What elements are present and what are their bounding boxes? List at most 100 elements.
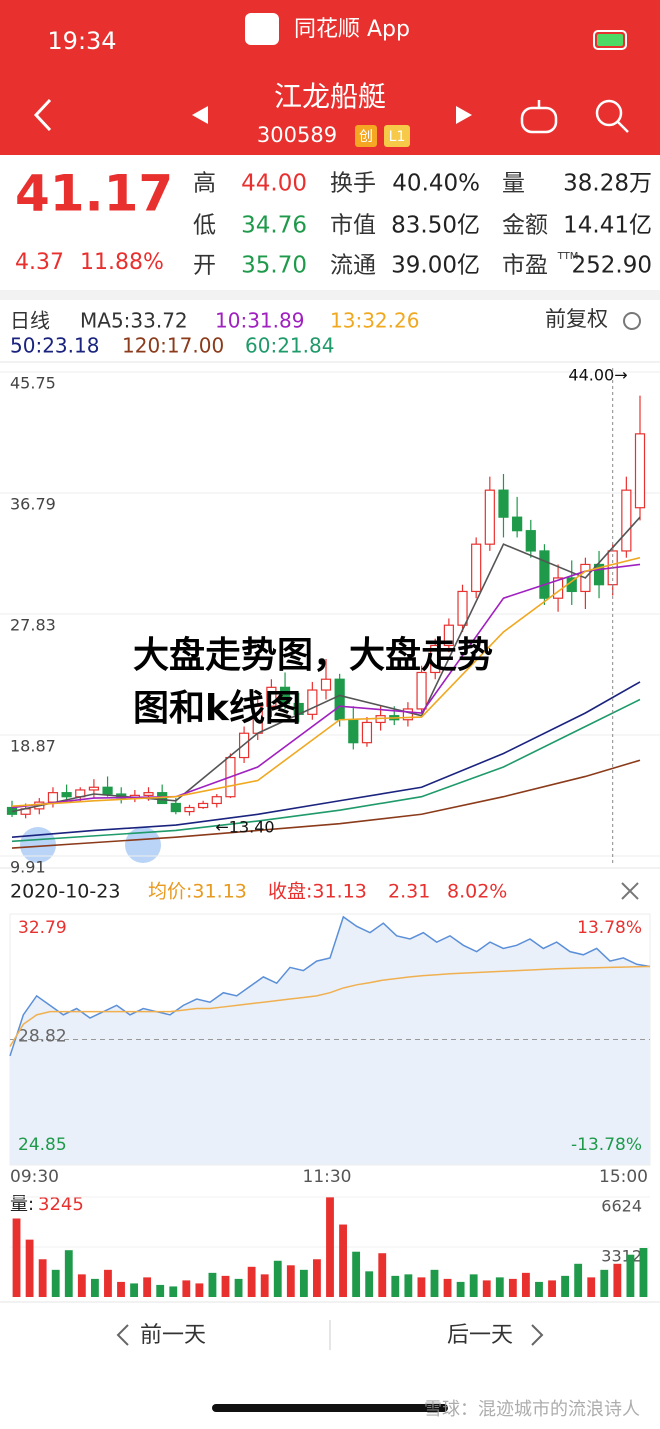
ttm: TTM — [557, 251, 579, 262]
back-button[interactable] — [33, 98, 52, 132]
y-tick-label: 6624 — [601, 1197, 642, 1216]
volume-bar — [456, 1281, 465, 1297]
candle-body — [279, 686, 291, 705]
stock-name: 江龙船艇 — [274, 80, 386, 113]
candle-body — [266, 686, 277, 707]
stat-value: 39.00亿 — [391, 253, 480, 279]
prev-day[interactable]: 前一天 — [140, 1323, 206, 1348]
candle-body — [88, 786, 100, 791]
y-tick-label: 24.85 — [18, 1135, 67, 1155]
period: 日线 — [10, 309, 50, 333]
next-stock[interactable] — [456, 106, 472, 124]
y-tick-label: 3312 — [601, 1247, 642, 1266]
ma-line — [11, 563, 641, 809]
volume-bar — [156, 1284, 165, 1297]
change: 4.37 — [15, 250, 64, 275]
stat-value: 83.50亿 — [391, 213, 480, 239]
settings-icon[interactable] — [623, 312, 641, 330]
volume-bar — [522, 1272, 530, 1297]
price-area — [10, 916, 650, 1165]
stat-label: 量 — [502, 171, 525, 197]
volume-bar — [25, 1239, 34, 1297]
volume-bar — [548, 1280, 556, 1297]
candle-body — [525, 530, 536, 552]
prev-chevron — [116, 1324, 129, 1346]
pct-tick-label: 13.78% — [577, 918, 642, 938]
volume-bar — [208, 1272, 217, 1297]
y-tick-label: 18.87 — [10, 737, 56, 756]
volume-bar — [561, 1275, 570, 1297]
candle-body — [539, 550, 550, 599]
y-tick-label: 9.91 — [10, 858, 46, 877]
candle-body — [634, 433, 646, 509]
candle-body — [430, 644, 441, 674]
volume-bar — [38, 1259, 47, 1297]
volume-bar — [626, 1254, 635, 1297]
candle-body — [143, 792, 154, 796]
home-indicator — [212, 1404, 448, 1412]
next-day[interactable]: 后一天 — [447, 1323, 513, 1348]
stock-code: 300589 — [257, 123, 337, 147]
stat-label: 市值 — [330, 213, 376, 239]
robot-icon[interactable] — [520, 100, 558, 134]
candle-body — [457, 590, 468, 626]
stat-value: 40.40% — [392, 171, 480, 197]
stat-value: 14.41亿 — [563, 213, 652, 239]
volume-bar — [104, 1269, 112, 1297]
stat-value: 44.00 — [241, 171, 307, 197]
volume-bar — [221, 1275, 230, 1297]
badge — [384, 125, 410, 147]
close-label: 收盘:31.13 — [268, 881, 367, 903]
annotation: 44.00→ — [568, 366, 627, 385]
volume-bar — [587, 1277, 596, 1297]
ma-label: MA5:33.72 — [80, 309, 188, 333]
volume-bar — [600, 1269, 609, 1297]
battery — [593, 30, 627, 50]
volume-bar — [469, 1274, 478, 1297]
candle-body — [471, 543, 482, 593]
candle-body — [211, 796, 222, 805]
date: 2020-10-23 — [10, 881, 120, 903]
volume-bar — [574, 1263, 583, 1297]
candle-body — [593, 563, 605, 586]
stat-label: 金额 — [502, 213, 548, 239]
volume-bar — [495, 1277, 504, 1297]
price-line — [9, 915, 651, 1057]
volume-bar — [247, 1266, 256, 1297]
stat-label: 换手 — [330, 171, 376, 197]
stat-label: 流通 — [330, 253, 376, 279]
adjust[interactable]: 前复权 — [545, 307, 608, 331]
candle-body — [361, 721, 373, 744]
volume-bar — [143, 1277, 152, 1297]
app-name: 同花顺 App — [294, 17, 410, 42]
stat-label: 市盈 — [502, 253, 548, 279]
volume-bar — [90, 1278, 99, 1297]
time-label: 11:30 — [303, 1167, 352, 1187]
volume-bar — [365, 1271, 374, 1297]
y-tick-label: 28.82 — [18, 1027, 67, 1047]
volume-bar — [313, 1259, 321, 1297]
volume-bar — [417, 1277, 426, 1297]
volume-bar — [378, 1253, 387, 1297]
prev-stock[interactable] — [192, 106, 208, 124]
candle-body — [498, 489, 509, 518]
volume-bar — [273, 1260, 282, 1297]
time-label: 15:00 — [599, 1167, 648, 1187]
ma-label: 13:32.26 — [330, 309, 419, 333]
header-bg — [0, 0, 660, 155]
separator — [0, 290, 660, 300]
stat-value: 252.90 — [572, 253, 652, 279]
candle-body — [348, 719, 359, 744]
candle-body — [416, 671, 427, 710]
volume-bar — [77, 1274, 86, 1297]
badge-text: L1 — [389, 129, 406, 145]
search-icon[interactable] — [595, 99, 629, 133]
close-icon[interactable] — [621, 882, 639, 900]
volume-bar — [430, 1269, 439, 1297]
ma-line — [11, 759, 641, 849]
volume-bar — [404, 1274, 413, 1297]
float-button[interactable] — [125, 827, 161, 863]
volume-bar — [130, 1283, 138, 1297]
ma-line — [11, 516, 641, 813]
